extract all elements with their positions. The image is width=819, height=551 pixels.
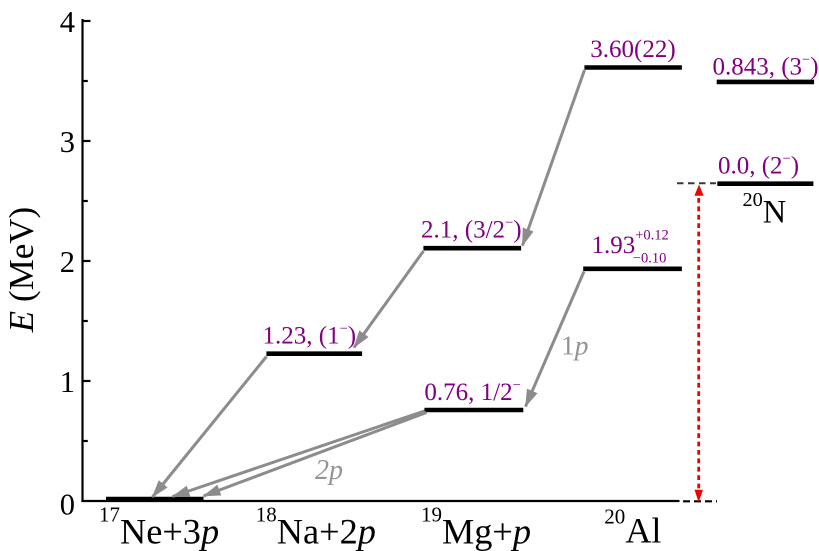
- svg-text:0.0, (2−): 0.0, (2−): [718, 151, 799, 180]
- svg-text:1.23, (1−): 1.23, (1−): [263, 321, 357, 350]
- svg-text:E (MeV): E (MeV): [2, 207, 41, 333]
- svg-text:19Mg+p: 19Mg+p: [421, 503, 531, 551]
- svg-text:20N: 20N: [743, 189, 787, 231]
- svg-text:20Al: 20Al: [604, 504, 661, 550]
- svg-text:1p: 1p: [561, 330, 589, 361]
- svg-text:2: 2: [60, 245, 75, 279]
- svg-text:18Na+2p: 18Na+2p: [256, 503, 376, 551]
- svg-text:1: 1: [60, 365, 75, 399]
- svg-text:3.60(22): 3.60(22): [590, 36, 675, 63]
- svg-text:4: 4: [60, 5, 75, 39]
- svg-text:2p: 2p: [315, 455, 343, 486]
- svg-text:17Ne+3p: 17Ne+3p: [99, 503, 219, 551]
- svg-text:2.1, (3/2−): 2.1, (3/2−): [421, 215, 522, 244]
- svg-text:0.76, 1/2−: 0.76, 1/2−: [424, 378, 520, 407]
- svg-text:0.843, (3−): 0.843, (3−): [712, 52, 818, 81]
- svg-text:0: 0: [60, 488, 75, 522]
- svg-text:3: 3: [60, 125, 75, 159]
